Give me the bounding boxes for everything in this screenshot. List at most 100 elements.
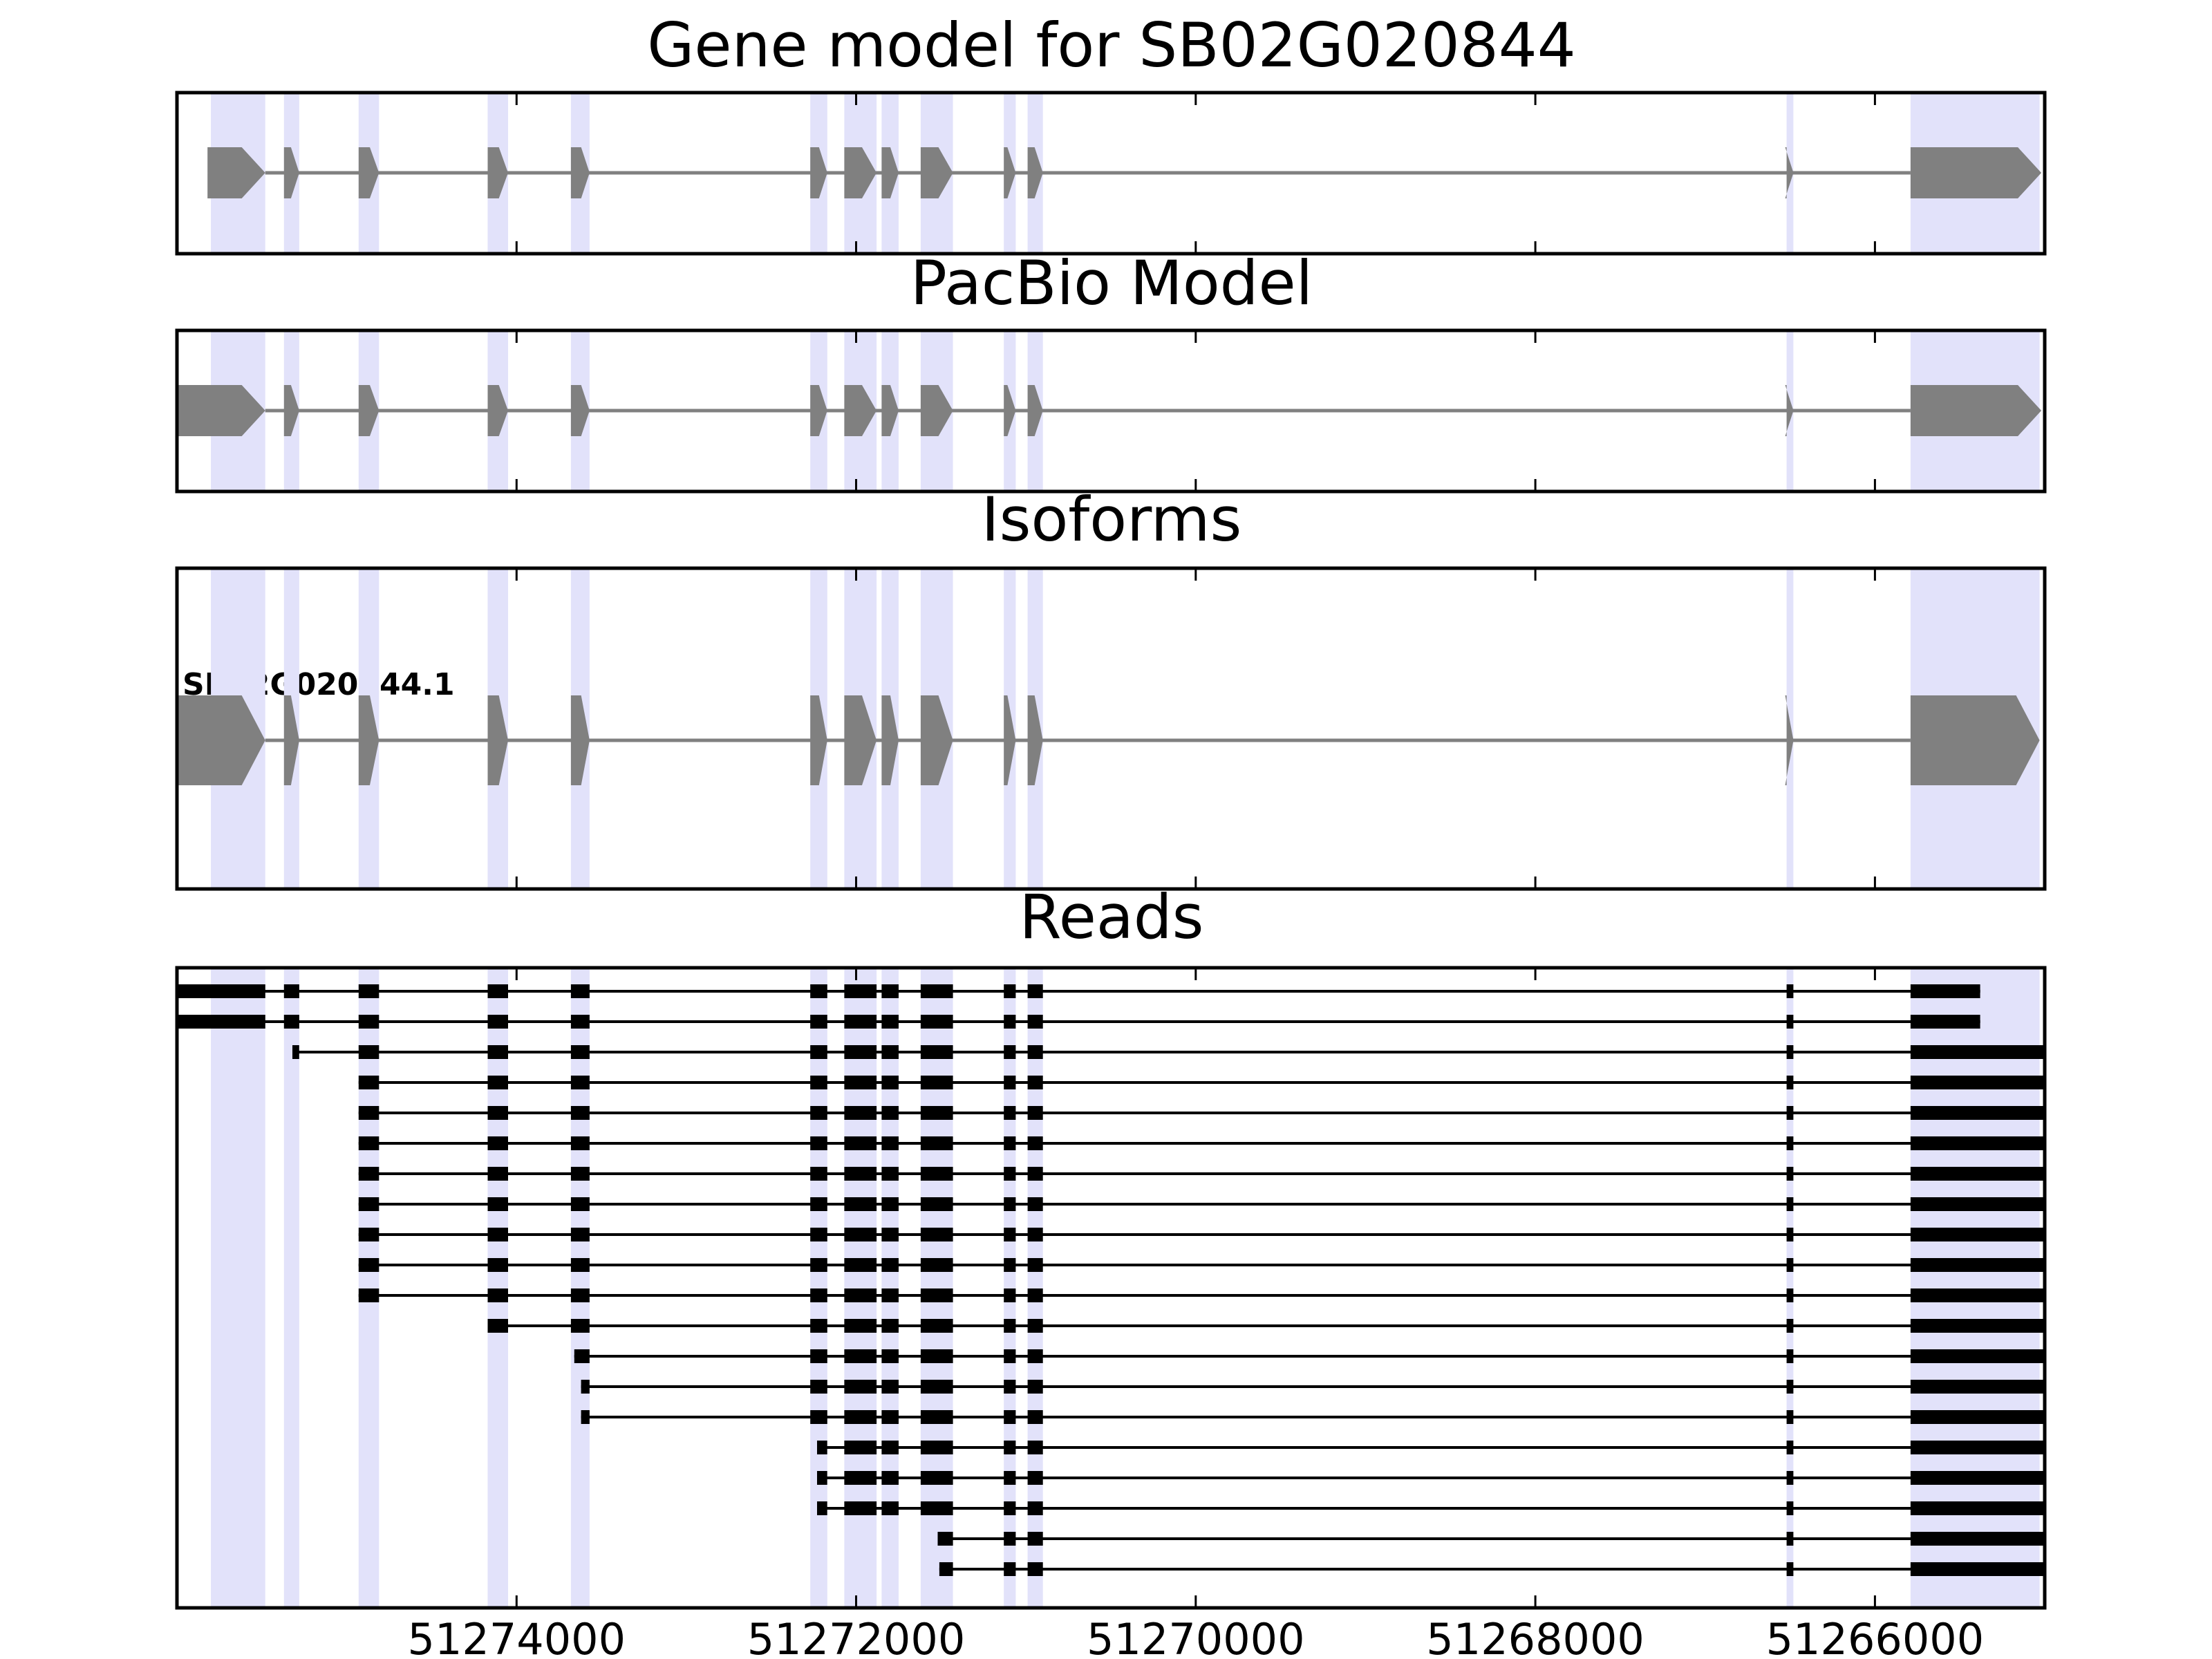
read-exon-block [1027, 1228, 1043, 1241]
exon-block [487, 385, 508, 436]
read-exon-block [1004, 1228, 1016, 1241]
exon-block [1910, 695, 2040, 785]
chart-marks [175, 91, 2047, 1610]
read-exon-block [881, 1197, 899, 1211]
read-exon-block [810, 1167, 827, 1181]
read-exon-block [1004, 1045, 1016, 1059]
read-exon-block [810, 1076, 827, 1089]
read-exon-block [1004, 1319, 1016, 1333]
read-exon-block [810, 984, 827, 998]
read-exon-block [1910, 1380, 2043, 1394]
read-exon-block [178, 1015, 265, 1029]
read-exon-block [570, 1106, 590, 1120]
read-exon-block [844, 1471, 877, 1485]
read-exon-block [881, 1410, 899, 1424]
read-exon-block [920, 1167, 953, 1181]
read-exon-block [1910, 1562, 2043, 1576]
read-exon-block [570, 1197, 590, 1211]
read-exon-block [358, 1167, 379, 1181]
read-exon-block [1004, 1349, 1016, 1363]
read-exon-block [810, 1228, 827, 1241]
panel-frame [175, 91, 2047, 256]
exon-block [881, 385, 899, 436]
read-exon-block [844, 1410, 877, 1424]
x-tick-label: 51272000 [747, 1614, 966, 1659]
read-exon-block [487, 1106, 508, 1120]
read-exon-block [1027, 1288, 1043, 1302]
read-exon-block [844, 1136, 877, 1150]
read-exon-block [810, 1288, 827, 1302]
read-exon-block [881, 1106, 899, 1120]
read-exon-block [1910, 1288, 2043, 1302]
read-exon-block [1004, 1167, 1016, 1181]
read-exon-block [1027, 1562, 1043, 1576]
read-exon-block [487, 1258, 508, 1272]
exon-block [844, 147, 877, 198]
exon-highlight-band [1786, 968, 1794, 1608]
read-exon-block [358, 1015, 379, 1029]
read-exon-block [358, 1258, 379, 1272]
read-exon-block [920, 1349, 953, 1363]
read-exon-block [881, 1258, 899, 1272]
read-exon-block [487, 1228, 508, 1241]
read-exon-block [487, 1076, 508, 1089]
read-exon-block [1027, 1532, 1043, 1546]
read-exon-block [487, 1167, 508, 1181]
exon-block [178, 385, 265, 436]
read-exon-block [881, 1380, 899, 1394]
read-exon-block [920, 1410, 953, 1424]
read-exon-block [939, 1562, 953, 1576]
read-exon-block [570, 1045, 590, 1059]
read-exon-block [1004, 1532, 1016, 1546]
read-exon-block [1027, 1136, 1043, 1150]
exon-block [1910, 147, 2042, 198]
exon-block [881, 147, 899, 198]
read-exon-block [1786, 1106, 1794, 1120]
read-exon-block [570, 1228, 590, 1241]
exon-block [1785, 695, 1794, 785]
read-exon-block [1786, 1380, 1794, 1394]
read-exon-block [881, 1319, 899, 1333]
read-exon-block [844, 1167, 877, 1181]
read-exon-block [1786, 1471, 1794, 1485]
read-exon-block [1027, 1501, 1043, 1515]
read-exon-block [920, 1106, 953, 1120]
exon-block [1785, 385, 1794, 436]
read-exon-block [1786, 1167, 1794, 1181]
read-exon-block [920, 1380, 953, 1394]
read-exon-block [1910, 1076, 2043, 1089]
read-exon-block [487, 984, 508, 998]
read-exon-block [920, 1441, 953, 1454]
read-exon-block [844, 1501, 877, 1515]
read-exon-block [1910, 1471, 2043, 1485]
exon-block [358, 385, 379, 436]
read-exon-block [570, 984, 590, 998]
read-exon-block [1786, 1197, 1794, 1211]
exon-highlight-band [844, 968, 877, 1608]
read-exon-block [844, 1319, 877, 1333]
read-exon-block [1027, 1167, 1043, 1181]
exon-block [844, 695, 877, 785]
read-exon-block [881, 984, 899, 998]
read-exon-block [920, 1015, 953, 1029]
read-exon-block [1910, 1136, 2043, 1150]
read-exon-block [810, 1197, 827, 1211]
read-exon-block [881, 1045, 899, 1059]
read-exon-block [920, 984, 953, 998]
read-exon-block [1786, 1258, 1794, 1272]
read-exon-block [358, 1106, 379, 1120]
read-exon-block [844, 1015, 877, 1029]
read-exon-block [1910, 1349, 2043, 1363]
read-exon-block [920, 1258, 953, 1272]
read-exon-block [844, 1076, 877, 1089]
read-exon-block [920, 1228, 953, 1241]
exon-block [283, 385, 299, 436]
read-exon-block [1786, 1045, 1794, 1059]
read-exon-block [1004, 1501, 1016, 1515]
read-exon-block [810, 1319, 827, 1333]
read-exon-block [1786, 1532, 1794, 1546]
read-exon-block [581, 1410, 590, 1424]
read-exon-block [920, 1471, 953, 1485]
exon-block [358, 695, 379, 785]
